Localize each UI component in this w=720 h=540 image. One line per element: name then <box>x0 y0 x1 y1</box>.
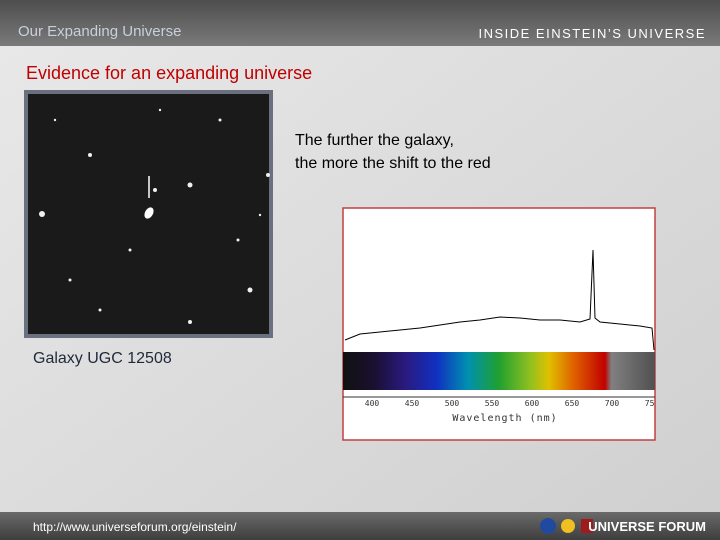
spectrum-tick-label: 700 <box>605 399 620 408</box>
nasa-icon <box>540 518 556 534</box>
galaxy <box>144 207 154 219</box>
slide-title: Evidence for an expanding universe <box>26 63 312 83</box>
spectrum-tick-label: 550 <box>485 399 500 408</box>
footer-url: http://www.universeforum.org/einstein/ <box>33 520 237 534</box>
image-caption: Galaxy UGC 12508 <box>33 350 172 367</box>
spectrum-tick-label: 500 <box>445 399 460 408</box>
header-logo: INSIDE EINSTEIN’S UNIVERSE <box>478 26 706 41</box>
spectrum-axis-label: Wavelength (nm) <box>452 413 557 424</box>
spectrum-tick-label: 750 <box>645 399 660 408</box>
shield-icon <box>581 519 593 533</box>
footer-logo: UNIVERSE FORUM <box>588 519 706 534</box>
spectrum: 400 450 500 550 600 650 700 750 Waveleng… <box>343 249 660 424</box>
spectrum-image <box>342 207 656 441</box>
sun-icon <box>561 519 575 533</box>
spectrum-tick-label: 600 <box>525 399 540 408</box>
spectrum-tick-label: 450 <box>405 399 420 408</box>
spectrum-line <box>344 249 655 351</box>
spectrum-band <box>343 352 655 390</box>
footer-bar <box>0 512 720 540</box>
text-line: The further the galaxy, <box>295 132 454 149</box>
header-bar <box>0 0 720 46</box>
stars <box>39 108 270 324</box>
text-line: the more the shift to the red <box>295 155 491 172</box>
header-title: Our Expanding Universe <box>18 23 181 40</box>
spectrum-tick-label: 650 <box>565 399 580 408</box>
spectrum-tick-label: 400 <box>365 399 380 408</box>
